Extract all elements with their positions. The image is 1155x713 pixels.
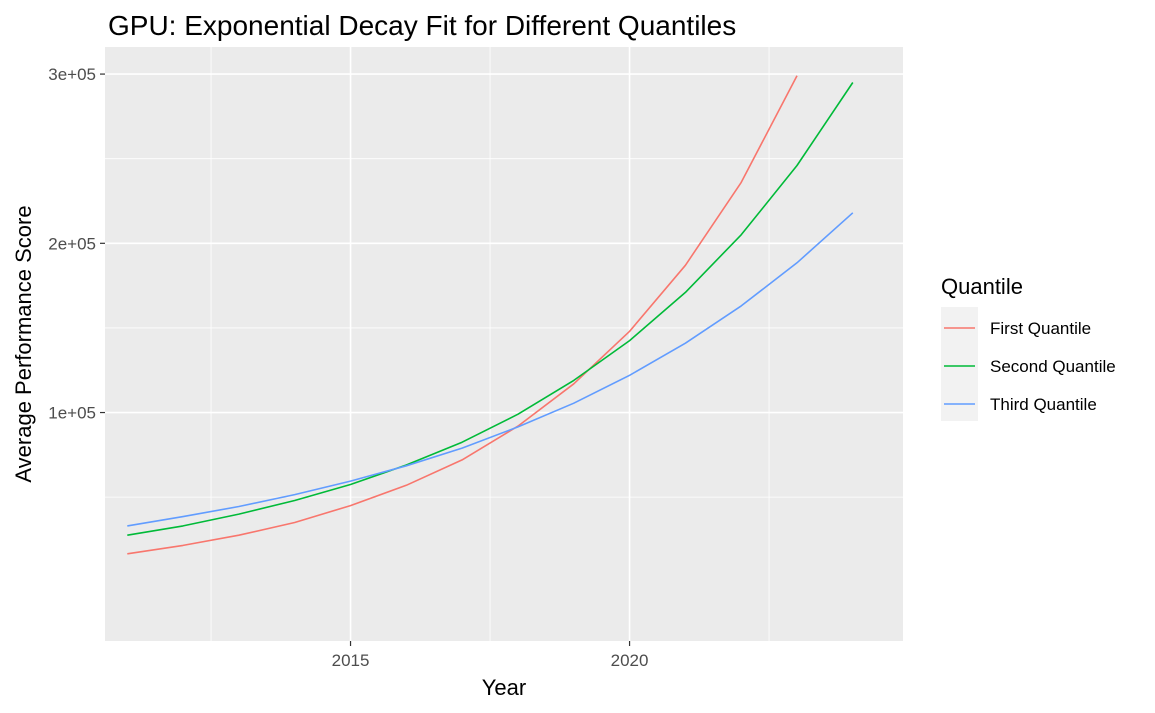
plot-panel: [105, 47, 903, 641]
x-axis-title: Year: [482, 675, 526, 700]
legend-label-2: Second Quantile: [990, 357, 1116, 376]
y-tick-label: 3e+05: [48, 65, 96, 84]
legend-label-3: Third Quantile: [990, 395, 1097, 414]
legend-key-background: [941, 307, 978, 421]
legend-label-1: First Quantile: [990, 319, 1091, 338]
series-line-third-quantile: [127, 212, 854, 527]
series-line-second-quantile: [127, 82, 854, 536]
legend: Quantile First Quantile Second Quantile Th…: [941, 274, 1116, 421]
y-tick-label: 1e+05: [48, 404, 96, 423]
legend-title: Quantile: [941, 274, 1023, 299]
series-layer: [127, 75, 854, 555]
grid-major: [105, 47, 903, 641]
axis-tick-labels: 2015 2020 1e+05 2e+05 3e+05: [48, 65, 648, 670]
grid-minor: [105, 47, 903, 641]
y-tick-label: 2e+05: [48, 234, 96, 253]
chart-title: GPU: Exponential Decay Fit for Different…: [108, 10, 736, 41]
axis-ticks: [100, 73, 631, 646]
series-line-first-quantile: [127, 75, 798, 555]
x-tick-label: 2015: [332, 651, 370, 670]
x-tick-label: 2020: [611, 651, 649, 670]
y-axis-title: Average Performance Score: [11, 205, 36, 482]
legend-items: First Quantile Second Quantile Third Quant…: [941, 307, 1116, 421]
